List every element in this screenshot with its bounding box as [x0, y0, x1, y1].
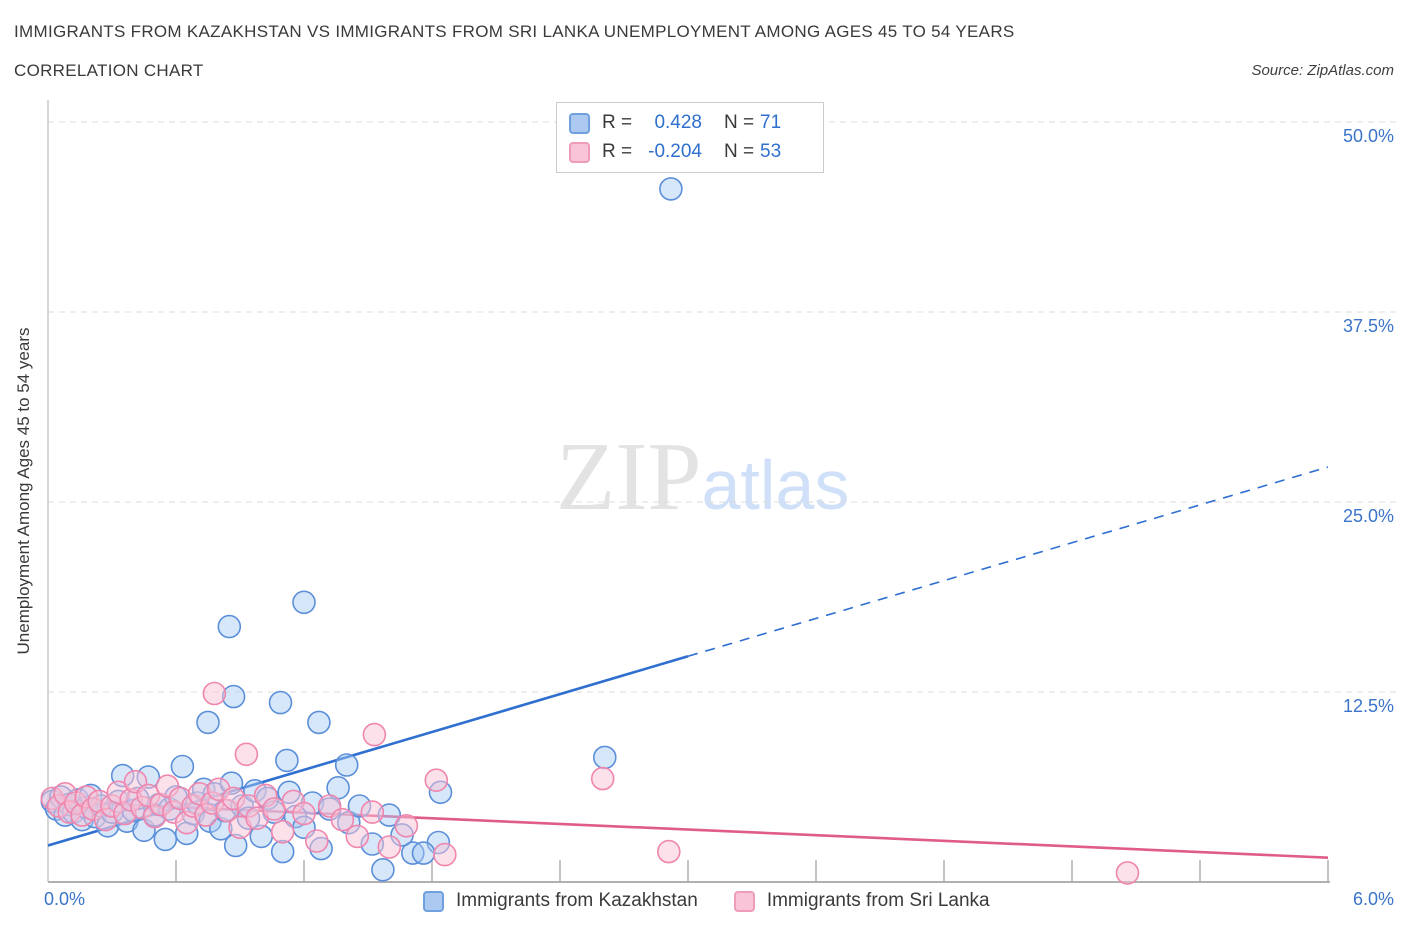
series-legend: Immigrants from Kazakhstan Immigrants fr…	[423, 890, 990, 912]
data-point[interactable]	[371, 857, 395, 882]
data-point[interactable]	[268, 690, 293, 715]
data-point[interactable]	[275, 748, 299, 773]
data-point[interactable]	[432, 842, 457, 867]
data-point[interactable]	[334, 753, 359, 777]
data-point[interactable]	[590, 766, 615, 791]
data-point[interactable]	[270, 819, 295, 844]
data-point[interactable]	[292, 590, 316, 615]
legend-item-kazakhstan[interactable]: Immigrants from Kazakhstan	[423, 890, 698, 912]
data-point[interactable]	[270, 839, 295, 864]
trendline-dashed-0	[687, 466, 1329, 658]
y-tick-label-50: 50.0%	[1342, 126, 1394, 146]
n-value-sri-lanka: 53	[760, 141, 782, 162]
y-tick-label-12-5: 12.5%	[1342, 696, 1394, 716]
legend-label-sri-lanka: Immigrants from Sri Lanka	[766, 890, 990, 911]
y-tick-label-37-5: 37.5%	[1342, 316, 1394, 336]
data-point[interactable]	[202, 681, 227, 706]
data-point[interactable]	[217, 614, 242, 639]
data-point[interactable]	[330, 807, 355, 832]
source-attribution: Source: ZipAtlas.com	[1251, 62, 1394, 79]
sri-lanka-legend-swatch-icon	[733, 890, 755, 912]
data-point[interactable]	[1115, 861, 1140, 885]
r-value-sri-lanka: -0.204	[648, 141, 702, 162]
r-label: R =	[602, 112, 633, 133]
r-value-kazakhstan: 0.428	[654, 112, 702, 133]
correlation-stats-legend: R = 0.428 N = 71 R = -0.204 N = 53	[556, 102, 824, 173]
y-axis-title: Unemployment Among Ages 45 to 54 years	[14, 327, 33, 655]
n-value-kazakhstan: 71	[760, 112, 782, 133]
data-point[interactable]	[153, 827, 178, 852]
data-point[interactable]	[170, 754, 195, 779]
data-point[interactable]	[411, 841, 436, 865]
kazakhstan-swatch-icon	[569, 112, 590, 134]
data-point[interactable]	[196, 710, 220, 735]
data-point[interactable]	[345, 824, 370, 849]
sri-lanka-swatch-icon	[569, 141, 590, 163]
page-subtitle: CORRELATION CHART	[14, 61, 204, 80]
data-point[interactable]	[292, 801, 316, 826]
data-point[interactable]	[424, 768, 449, 793]
data-point[interactable]	[307, 710, 331, 735]
data-point[interactable]	[394, 813, 419, 838]
kazakhstan-legend-swatch-icon	[423, 890, 444, 912]
watermark-atlas: atlas	[701, 446, 850, 524]
data-point[interactable]	[659, 177, 683, 201]
stats-row-kazakhstan: R = 0.428 N = 71	[569, 111, 811, 135]
data-point[interactable]	[592, 745, 617, 770]
watermark-zip: ZIP	[556, 423, 702, 530]
data-point[interactable]	[656, 839, 681, 864]
data-point[interactable]	[360, 800, 385, 824]
x-axis-label-max: 6.0%	[1352, 889, 1394, 909]
page-title: IMMIGRANTS FROM KAZAKHSTAN VS IMMIGRANTS…	[14, 22, 1015, 41]
r-label: R =	[602, 141, 633, 162]
data-point[interactable]	[362, 722, 387, 747]
stats-row-sri-lanka: R = -0.204 N = 53	[569, 140, 811, 164]
legend-label-kazakhstan: Immigrants from Kazakhstan	[456, 890, 698, 911]
scatter-series-immigrants-from-sri-lanka	[40, 681, 1140, 885]
data-point[interactable]	[234, 742, 259, 767]
n-label: N =	[724, 141, 755, 162]
data-point[interactable]	[221, 684, 246, 709]
y-tick-label-25: 25.0%	[1342, 506, 1394, 526]
zipatlas-watermark: ZIPatlas	[556, 428, 849, 525]
n-label: N =	[724, 112, 755, 133]
data-point[interactable]	[304, 829, 329, 853]
legend-item-sri-lanka[interactable]: Immigrants from Sri Lanka	[733, 890, 990, 912]
x-axis-label-min: 0.0%	[44, 889, 86, 909]
data-point[interactable]	[377, 835, 402, 859]
